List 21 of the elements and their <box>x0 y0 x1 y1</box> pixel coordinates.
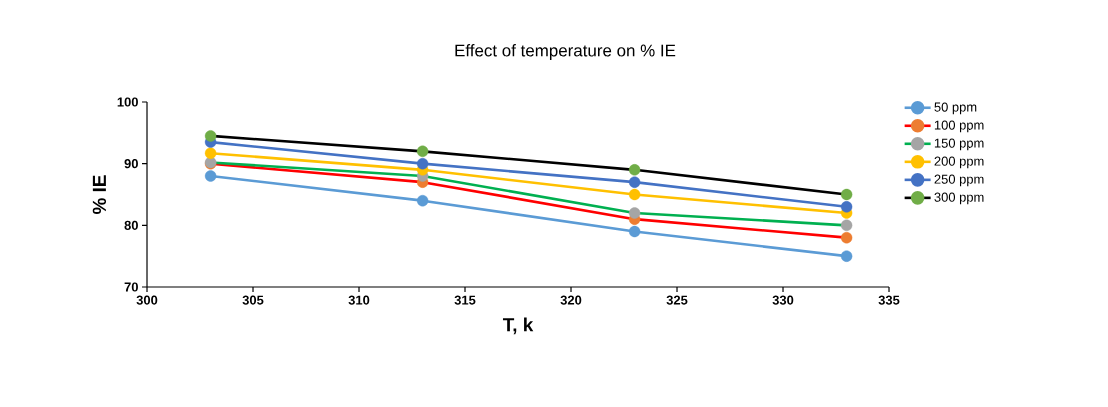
y-tick-label: 90 <box>124 159 138 169</box>
legend-label: 100 ppm <box>934 120 984 133</box>
x-tick-label: 300 <box>136 295 158 305</box>
y-tick-label: 70 <box>124 282 138 292</box>
y-tick-label: 100 <box>117 97 138 107</box>
x-tick-label: 315 <box>454 295 476 305</box>
chart-title: Effect of temperature on % IE <box>455 44 676 60</box>
y-axis-title: % IE <box>92 175 107 215</box>
legend-label: 50 ppm <box>934 102 977 115</box>
legend-label: 300 ppm <box>934 192 984 205</box>
y-tick-label: 80 <box>124 220 138 230</box>
x-axis-title: T, k <box>502 317 534 335</box>
x-tick-label: 325 <box>666 295 688 305</box>
legend-label: 150 ppm <box>934 138 984 151</box>
legend-label: 250 ppm <box>934 174 984 187</box>
x-tick-label: 335 <box>878 295 900 305</box>
x-tick-label: 305 <box>242 295 264 305</box>
legend-label: 200 ppm <box>934 156 984 169</box>
x-tick-label: 310 <box>348 295 370 305</box>
x-tick-label: 330 <box>772 295 794 305</box>
x-tick-label: 320 <box>560 295 582 305</box>
